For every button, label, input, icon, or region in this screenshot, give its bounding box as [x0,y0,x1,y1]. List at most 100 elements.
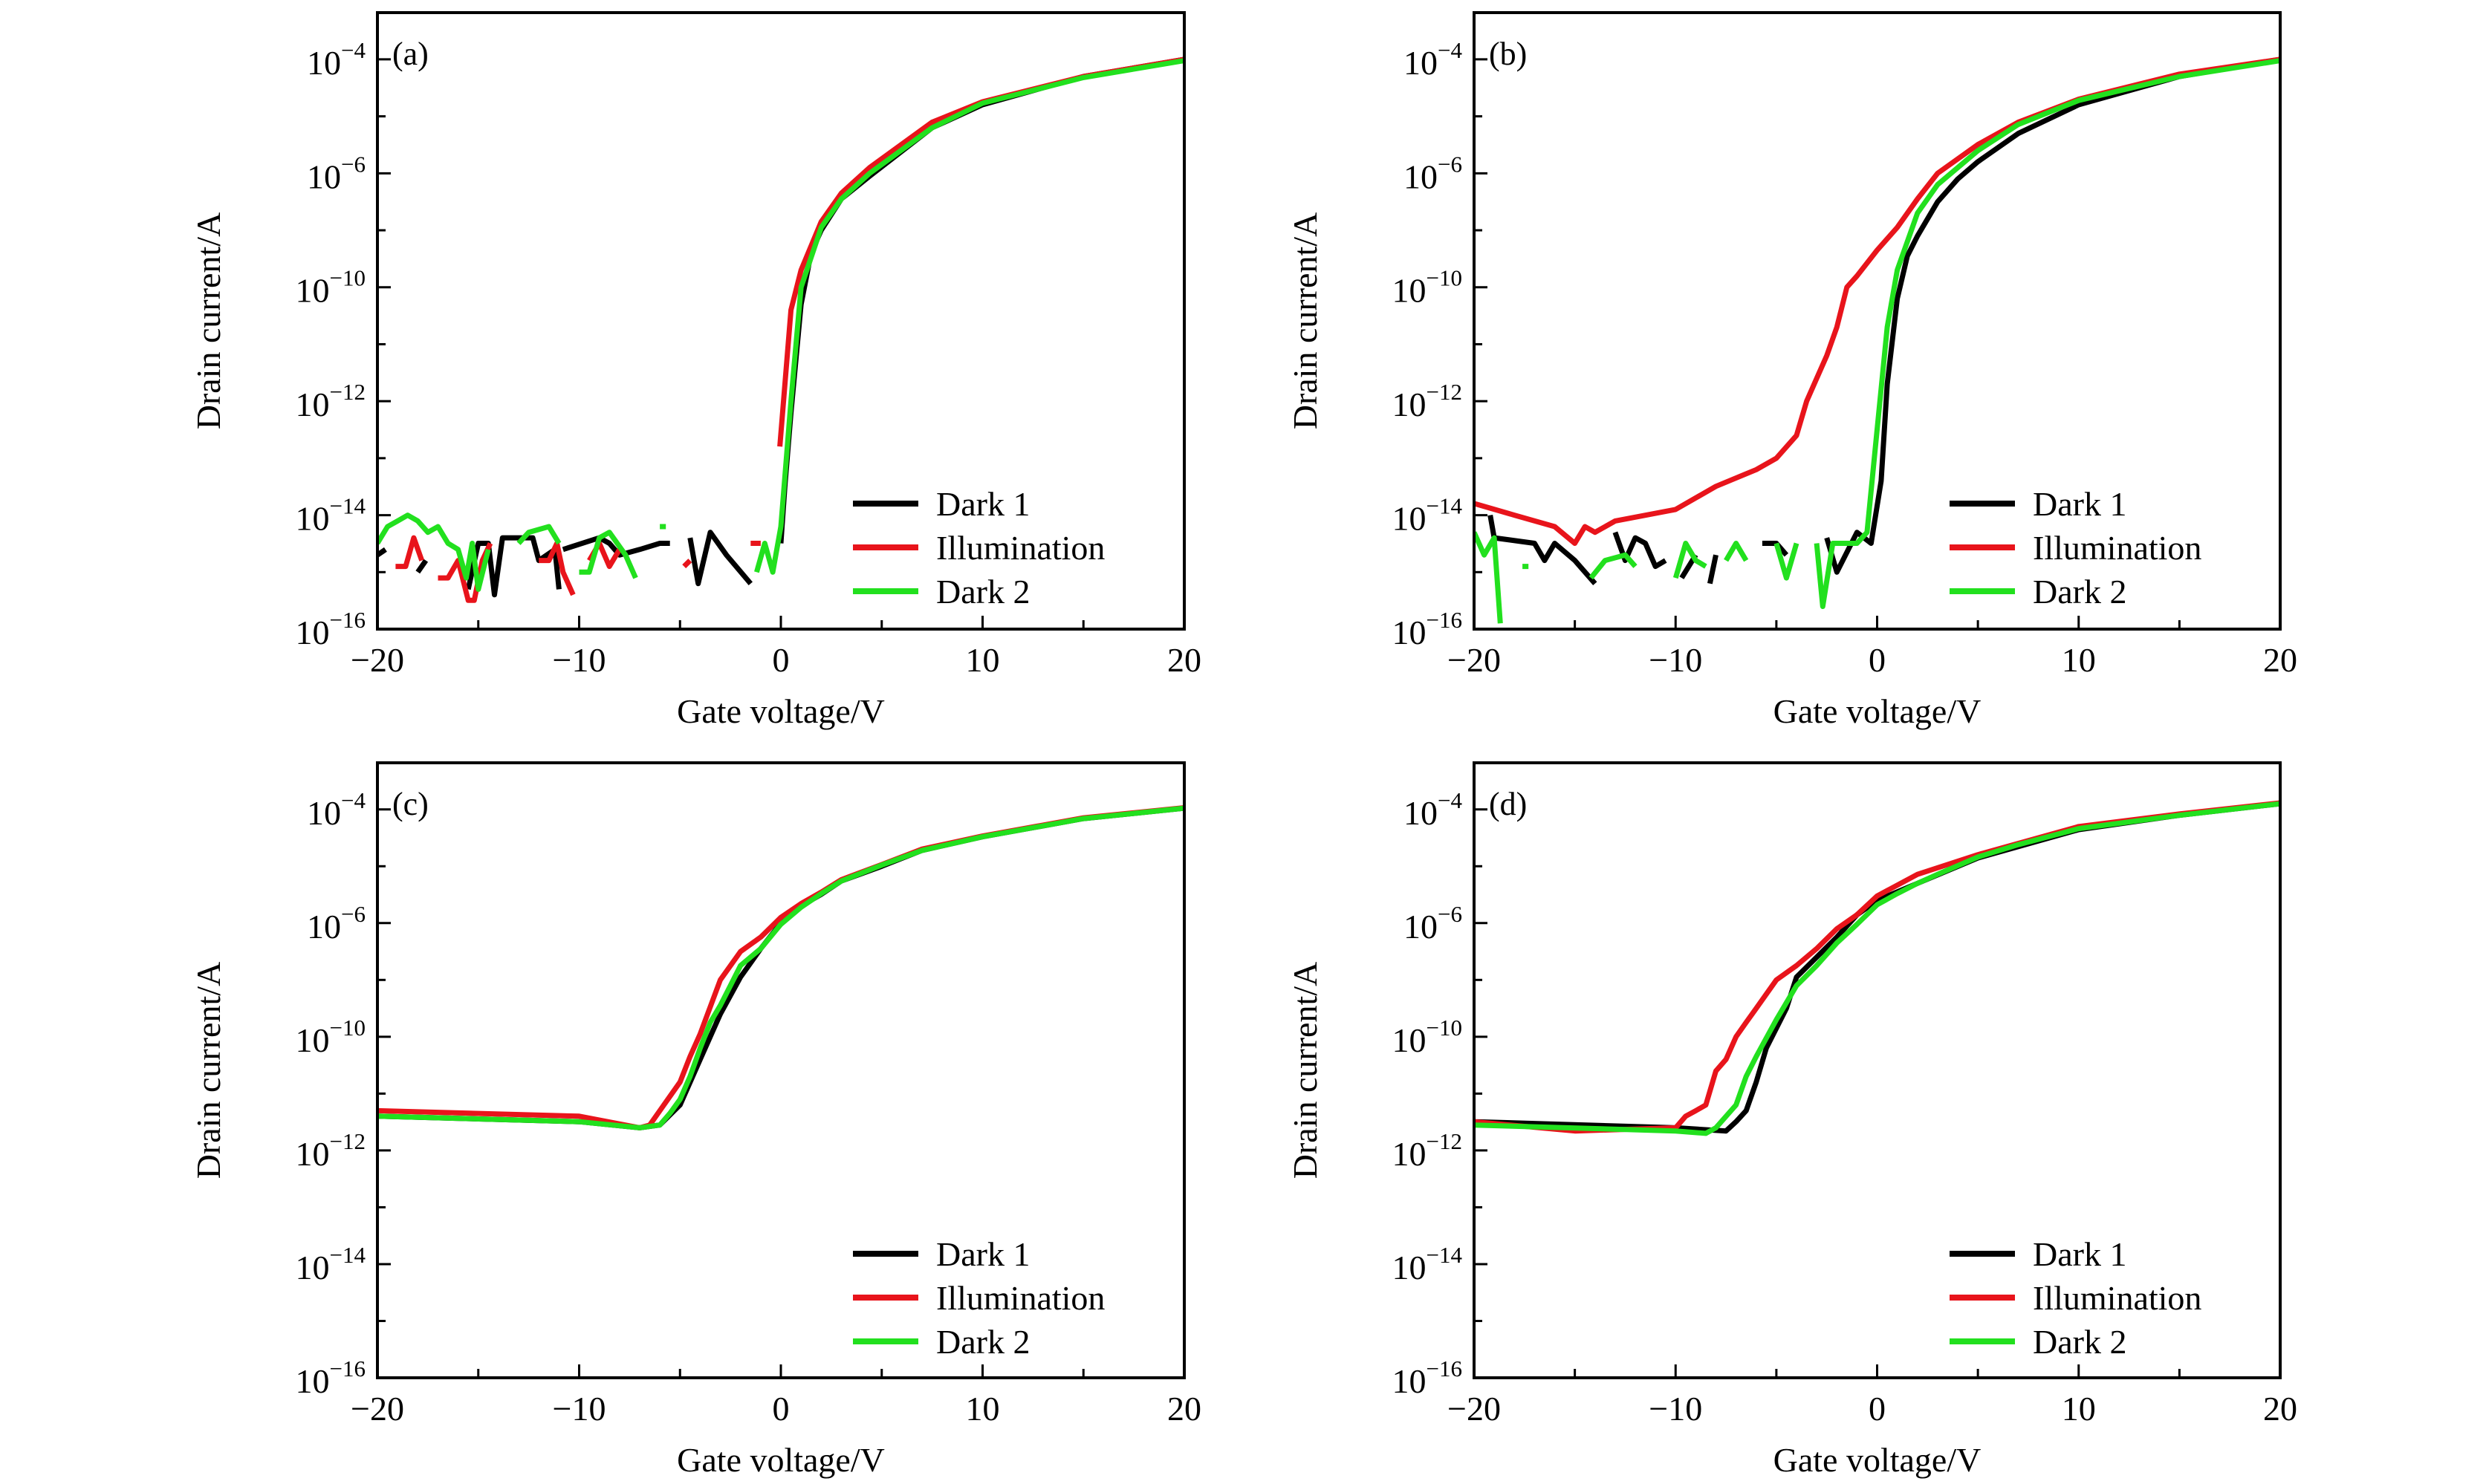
y-tick-label: 10−4 [1403,787,1462,832]
y-tick-exponent: −10 [330,265,366,291]
y-tick-label: 10−6 [307,901,366,946]
series-line-dark-2 [1474,58,2280,624]
x-tick-label: −20 [351,641,404,679]
y-tick-exponent: −6 [1438,151,1462,177]
y-axis-label: Drain current/A [1286,962,1324,1179]
x-tick-label: 10 [966,1390,1000,1428]
x-tick-label: −10 [1649,1390,1702,1428]
series-line-illumination [377,805,1184,1130]
legend-label: Dark 2 [936,573,1030,611]
y-tick-exponent: −16 [330,607,366,633]
y-tick-base: 10 [296,1249,330,1286]
legend-label: Illumination [936,1279,1105,1317]
y-tick-base: 10 [1392,1021,1427,1059]
y-tick-base: 10 [1403,908,1438,946]
panel-a: −20 −10 0 10 2010−1610−1410−1210−1010−610−4G… [189,11,1201,730]
y-tick-exponent: −14 [330,1242,366,1268]
legend: Dark 1 Illumination Dark 2 [853,485,1105,611]
x-tick-label: 10 [966,641,1000,679]
y-tick-label: 10−6 [1403,901,1462,946]
y-tick-base: 10 [307,908,341,946]
y-tick-exponent: −4 [341,787,366,813]
panel-label: (b) [1489,36,1527,72]
x-tick-label: 20 [1167,641,1201,679]
y-tick-exponent: −16 [330,1356,366,1382]
x-axis-label: Gate voltage/V [677,692,885,730]
y-tick-base: 10 [1403,157,1438,195]
y-tick-base: 10 [1392,1249,1427,1286]
y-tick-base: 10 [1392,1135,1427,1173]
x-tick-label: 0 [1869,1390,1886,1428]
y-tick-label: 10−10 [1392,1015,1462,1059]
y-tick-base: 10 [296,1021,330,1059]
x-tick-label: −10 [553,1390,606,1428]
y-tick-label: 10−16 [296,1356,366,1400]
x-axis-label: Gate voltage/V [677,1441,885,1479]
y-tick-exponent: −14 [330,493,366,519]
series-line-dark-2 [377,58,1184,592]
series-line-dark-1 [1474,801,2280,1134]
y-tick-exponent: −14 [1427,1242,1463,1268]
y-tick-label: 10−6 [307,151,366,195]
x-tick-label: 10 [2062,641,2096,679]
y-tick-label: 10−10 [1392,265,1462,310]
y-tick-label: 10−12 [1392,1128,1462,1173]
x-axis-label: Gate voltage/V [1773,692,1982,730]
legend-label: Dark 1 [936,485,1030,523]
y-tick-label: 10−4 [307,787,366,832]
y-tick-label: 10−4 [307,37,366,82]
series-line-illumination [395,56,1184,603]
x-tick-label: −20 [351,1390,404,1428]
y-tick-exponent: −4 [1438,787,1462,813]
legend-label: Dark 1 [2033,485,2126,523]
y-tick-base: 10 [296,614,330,651]
y-tick-label: 10−10 [296,265,366,310]
y-tick-exponent: −12 [1427,379,1462,405]
y-tick-base: 10 [1392,272,1427,310]
legend-label: Dark 2 [936,1323,1030,1361]
y-tick-exponent: −6 [341,901,366,927]
y-tick-base: 10 [296,500,330,538]
y-tick-exponent: −14 [1427,493,1463,519]
y-tick-label: 10−16 [1392,1356,1462,1400]
legend: Dark 1 Illumination Dark 2 [853,1235,1105,1361]
y-tick-base: 10 [307,44,341,82]
y-tick-label: 10−16 [296,607,366,651]
y-tick-label: 10−10 [296,1015,366,1059]
legend-label: Dark 1 [936,1235,1030,1273]
y-tick-label: 10−14 [296,1242,366,1286]
x-tick-label: 20 [1167,1390,1201,1428]
y-tick-exponent: −6 [1438,901,1462,927]
y-tick-label: 10−4 [1403,37,1462,82]
y-axis-label: Drain current/A [1286,212,1324,430]
panel-c: −20 −10 0 10 2010−1610−1410−1210−1010−610−4G… [189,761,1201,1479]
y-tick-exponent: −6 [341,151,366,177]
y-tick-exponent: −12 [330,379,366,405]
y-tick-base: 10 [296,1135,330,1173]
series-line-dark-1 [377,56,1184,598]
y-tick-base: 10 [307,157,341,195]
y-tick-exponent: −4 [341,37,366,63]
panel-label: (a) [392,36,429,72]
x-tick-label: 20 [2263,641,2297,679]
y-tick-base: 10 [1392,385,1427,423]
y-tick-base: 10 [307,794,341,832]
y-tick-base: 10 [296,1362,330,1400]
y-tick-label: 10−14 [296,493,366,538]
y-tick-exponent: −10 [1427,1015,1462,1041]
y-tick-base: 10 [296,385,330,423]
x-tick-label: −10 [553,641,606,679]
y-tick-exponent: −12 [1427,1128,1462,1154]
y-tick-exponent: −16 [1427,607,1462,633]
series-line-illumination [1474,56,2280,546]
x-tick-label: −20 [1447,641,1501,679]
y-tick-exponent: −16 [1427,1356,1462,1382]
y-tick-exponent: −10 [1427,265,1462,291]
legend-label: Dark 1 [2033,1235,2126,1273]
y-tick-exponent: −10 [330,1015,366,1041]
y-tick-label: 10−12 [296,1128,366,1173]
y-tick-base: 10 [1403,794,1438,832]
panel-label: (c) [392,786,429,822]
y-axis-label: Drain current/A [189,212,227,430]
